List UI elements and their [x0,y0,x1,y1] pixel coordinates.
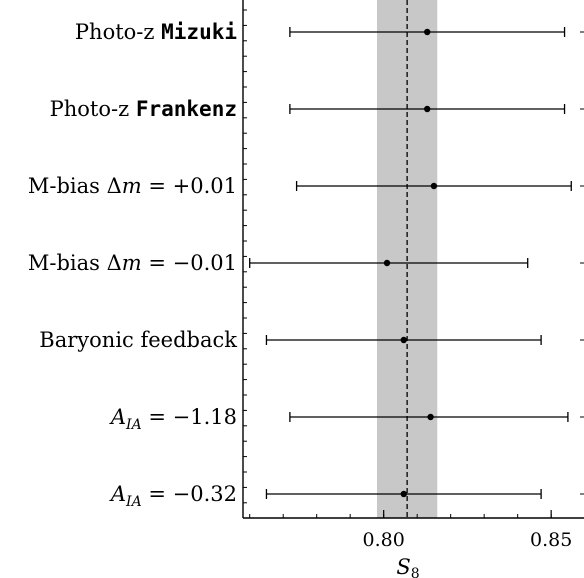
row-label: Photo-z Frankenz [50,97,237,121]
x-axis-label-symbol: S [396,555,410,578]
row-label-math-delta: Δ [107,174,122,198]
row-label-math-symbol: A [109,482,126,506]
row-label-math-delta: Δ [107,251,122,275]
row-label-code: Frankenz [136,97,237,121]
row-label: M-bias Δm = −0.01 [28,251,237,275]
data-point [400,490,407,498]
row-label-text: Photo-z [50,97,136,121]
row-label-math-value: = −0.01 [142,251,237,275]
row-label-text: M-bias [28,174,107,198]
row-label-math-subscript: IA [125,494,142,510]
row-label: AIA = −1.18 [109,405,237,433]
row-label-math-value: = −1.18 [142,405,237,429]
row-label-math-symbol: A [109,405,126,429]
data-point [424,105,431,113]
row-label-math-symbol: m [122,251,142,275]
row-label-text: Baryonic feedback [39,328,237,352]
errorbars-layer [249,27,572,499]
data-point [383,259,391,267]
x-tick-label: 0.85 [530,529,572,551]
x-axis-label-subscript: 8 [411,566,420,578]
row-label-text: M-bias [28,251,107,275]
x-axis-label: S8 [396,555,419,578]
data-point [430,182,438,190]
row-label: M-bias Δm = +0.01 [28,174,237,198]
data-point [427,413,434,421]
row-label: AIA = −0.32 [109,482,237,510]
row-label-math-symbol: m [122,174,142,198]
x-tick-label: 0.80 [363,529,405,551]
row-label-math-subscript: IA [125,417,142,433]
row-label-math-value: = −0.32 [142,482,237,506]
data-point [400,336,407,344]
row-label-text: Photo-z [75,20,161,44]
row-label-math-value: = +0.01 [142,174,237,198]
row-label: Photo-z Mizuki [75,20,237,44]
row-label-code: Mizuki [161,20,237,44]
axes-layer: 0.80 0.85 S8 [242,0,584,578]
data-point [424,28,431,36]
row-label: Baryonic feedback [39,328,237,352]
reference-band-layer [376,0,438,518]
